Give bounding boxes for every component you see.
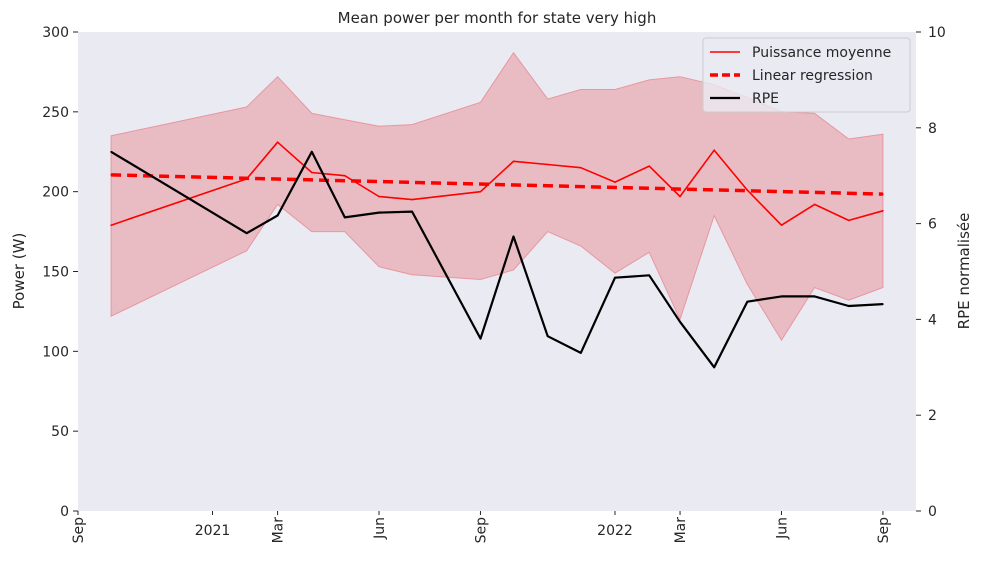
data-point-rpe [546,335,549,338]
data-point-rpe [378,211,380,214]
y2-tick-label: 6 [928,217,937,233]
x-tick-label: 2021 [195,523,231,539]
legend-frame [702,37,911,113]
series-line-puissance-moyenne [110,141,884,226]
data-point-puissance-moyenne [746,189,749,191]
data-point-rpe [311,151,313,153]
x-tick-label: Sep [474,517,490,544]
data-point-rpe [344,216,346,219]
data-point-puissance-moyenne [546,163,549,166]
y2-tick-label: 4 [928,312,937,328]
data-point-rpe [679,321,681,323]
y2-tick-label: 0 [928,504,937,520]
data-point-rpe [512,235,515,238]
y-tick-label: 150 [42,265,69,281]
x-tick-label: Sep [876,517,892,544]
data-point-puissance-moyenne [344,174,346,177]
legend-label-puissance-moyenne: Puissance moyenne [752,45,891,61]
series-line-rpe [110,150,883,369]
data-point-puissance-moyenne [847,219,850,222]
data-point-puissance-moyenne [614,181,616,183]
data-point-puissance-moyenne [713,149,715,151]
data-point-puissance-moyenne [110,224,112,226]
band-layer [110,51,884,342]
data-point-linear-regression [882,193,884,195]
x-tick-label: 2022 [597,523,633,539]
data-point-rpe [847,305,850,307]
data-point-rpe [882,303,884,305]
y2-axis-label: RPE normalisée [955,213,973,330]
data-point-puissance-moyenne [411,198,413,201]
x-tick-label: Jun [372,517,388,540]
y-tick-label: 250 [42,105,69,121]
legend: Puissance moyenne Linear regression RPE [702,37,911,113]
data-point-puissance-moyenne [780,224,783,226]
y-tick-label: 0 [60,504,69,520]
power-confidence-band [110,51,884,342]
y2-tick-label: 8 [928,121,937,137]
y-tick-label: 300 [42,25,69,41]
data-point-rpe [746,300,749,303]
data-point-rpe [580,352,582,354]
data-point-rpe [713,366,715,369]
x-tick-label: Sep [71,517,87,544]
axes-layer: 0 50 100 150 200 250 300 0 2 4 6 8 10 Sep 2021 Mar Jun Se… [42,25,946,543]
lines-layer [110,141,884,369]
chart-title: Mean power per month for state very high [338,9,657,27]
data-point-puissance-moyenne [813,203,816,206]
y-tick-label: 200 [42,185,69,201]
data-point-rpe [648,274,650,277]
data-point-puissance-moyenne [648,165,650,167]
data-point-rpe [813,295,816,298]
y-axis-label: Power (W) [10,233,28,310]
data-point-rpe [411,210,413,213]
data-point-puissance-moyenne [378,195,380,198]
y2-tick-label: 10 [928,25,946,41]
legend-label-rpe: RPE [752,91,779,107]
x-tick-label: Mar [271,517,287,544]
data-point-puissance-moyenne [479,190,482,193]
y2-tick-label: 2 [928,408,937,424]
y-tick-label: 50 [51,424,69,440]
data-point-rpe [110,151,112,153]
data-point-rpe [780,295,783,298]
data-point-puissance-moyenne [311,171,313,174]
data-point-puissance-moyenne [882,210,884,212]
series-line-linear-regression [111,173,883,196]
data-point-puissance-moyenne [276,141,279,143]
data-point-rpe [276,214,279,217]
data-point-linear-regression [110,174,112,176]
x-tick-label: Jun [775,517,791,540]
data-point-rpe [614,276,616,279]
legend-label-linear-regression: Linear regression [752,68,873,84]
data-point-puissance-moyenne [580,166,582,169]
data-point-rpe [479,337,482,340]
data-point-rpe [245,232,248,234]
y-tick-label: 100 [42,344,69,360]
data-point-puissance-moyenne [679,195,681,198]
data-point-puissance-moyenne [512,160,515,163]
x-tick-label: Mar [673,517,689,544]
